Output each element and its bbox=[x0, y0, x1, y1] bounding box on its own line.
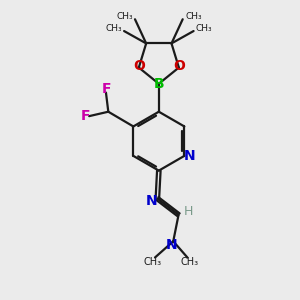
Text: O: O bbox=[133, 59, 145, 73]
Text: CH₃: CH₃ bbox=[144, 256, 162, 267]
Text: CH₃: CH₃ bbox=[181, 256, 199, 267]
Text: O: O bbox=[173, 59, 185, 73]
Text: CH₃: CH₃ bbox=[195, 24, 212, 33]
Text: N: N bbox=[146, 194, 158, 208]
Text: B: B bbox=[154, 77, 164, 91]
Text: F: F bbox=[102, 82, 111, 96]
Text: H: H bbox=[184, 205, 194, 218]
Text: F: F bbox=[81, 109, 90, 122]
Text: CH₃: CH₃ bbox=[185, 12, 202, 21]
Text: N: N bbox=[184, 149, 195, 163]
Text: CH₃: CH₃ bbox=[106, 24, 122, 33]
Text: CH₃: CH₃ bbox=[116, 12, 133, 21]
Text: N: N bbox=[166, 238, 178, 252]
